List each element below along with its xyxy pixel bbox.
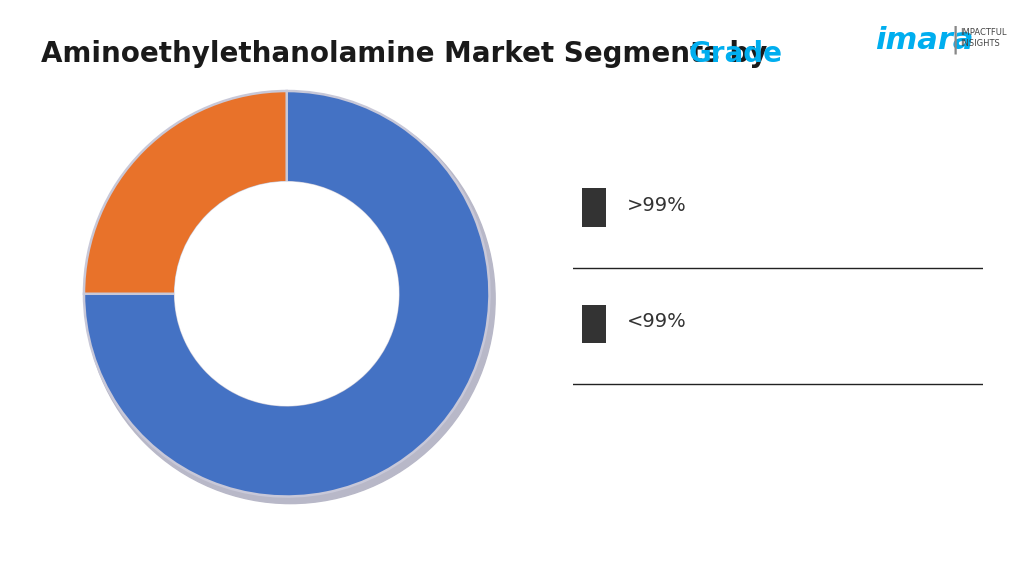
Bar [582, 305, 606, 343]
Text: |: | [950, 26, 959, 54]
Text: Grade: Grade [688, 40, 782, 69]
Wedge shape [84, 91, 489, 497]
Text: imara: imara [876, 26, 974, 55]
Text: >99%: >99% [627, 196, 686, 215]
Text: Aminoethylethanolamine Market Segments by: Aminoethylethanolamine Market Segments b… [41, 40, 777, 69]
Circle shape [86, 94, 496, 503]
Text: IMPACTFUL
INSIGHTS: IMPACTFUL INSIGHTS [961, 28, 1007, 48]
Wedge shape [84, 91, 287, 294]
Circle shape [175, 184, 402, 411]
Text: <99%: <99% [627, 312, 686, 331]
Bar [582, 188, 606, 227]
Circle shape [175, 182, 398, 406]
